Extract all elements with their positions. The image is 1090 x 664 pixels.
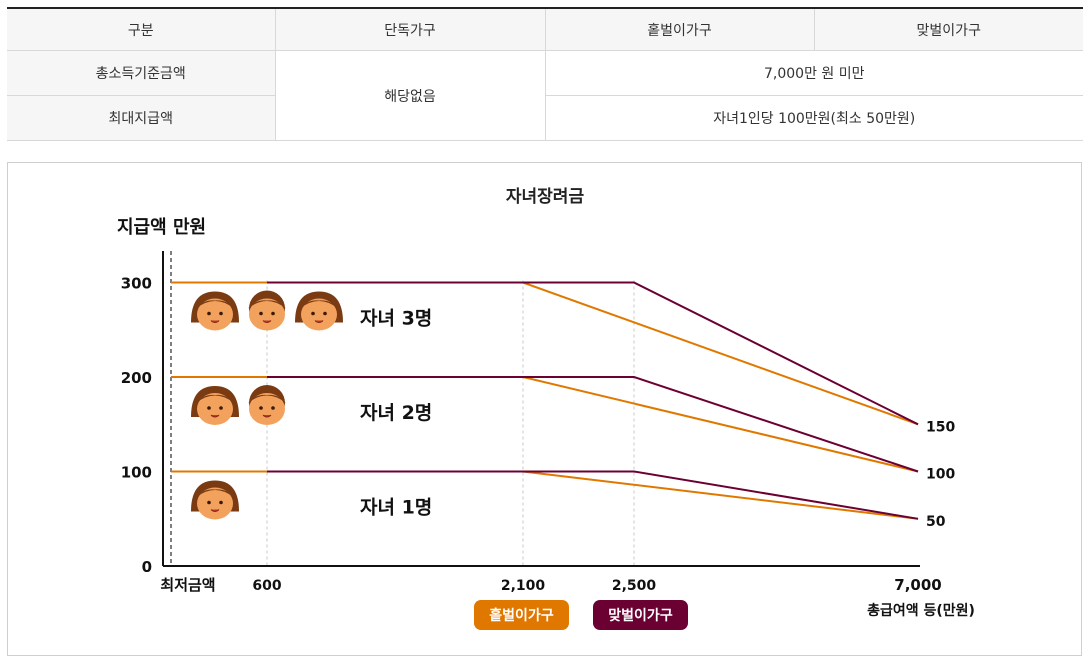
single-earner-line [171, 470, 919, 520]
y-tick-label: 200 [121, 369, 152, 387]
y-axis-label: 지급액 만원 [117, 217, 206, 238]
cell-max-amount: 자녀1인당 100만원(최소 50만원) [544, 95, 1083, 141]
child-face-icon [248, 290, 286, 331]
right-value-label: 150 [926, 419, 955, 435]
face-shape [197, 298, 233, 331]
bangs-shape [196, 489, 234, 498]
child-face-icon [295, 291, 343, 331]
eye-shape [207, 406, 211, 410]
mouth-shape [210, 320, 220, 323]
grid-lines [170, 251, 635, 566]
y-tick-label: 100 [121, 464, 152, 482]
dual-earner-line [267, 376, 919, 473]
axes [162, 251, 920, 567]
legend-swatch [593, 600, 688, 630]
child-face-icon [191, 291, 239, 331]
header-dual-earner: 맞벌이가구 [813, 7, 1083, 51]
eye-shape [311, 311, 315, 316]
group-label: 자녀 3명 [360, 308, 432, 330]
right-value-label: 100 [926, 467, 955, 483]
child-face-icon [191, 480, 239, 520]
eye-shape [323, 311, 327, 316]
eye-shape [219, 500, 223, 505]
face-shape [249, 298, 285, 331]
child-face-icon [191, 386, 239, 425]
header-category: 구분 [7, 7, 276, 51]
legend-swatch [474, 600, 569, 630]
y-tick-label: 300 [121, 275, 152, 293]
eye-shape [207, 311, 211, 316]
table-header-row: 구분 단독가구 홑벌이가구 맞벌이가구 [7, 7, 1083, 51]
x-tick-label: 600 [252, 578, 281, 594]
group-label: 자녀 1명 [360, 497, 432, 519]
dual-earner-line [267, 470, 919, 520]
eye-shape [207, 500, 211, 505]
mouth-shape [210, 414, 220, 418]
legend-label: 맞벌이가구 [608, 607, 673, 624]
bangs-shape [248, 300, 286, 309]
face-shape [197, 393, 233, 425]
x-tick-label: 2,500 [612, 578, 657, 594]
eye-shape [219, 311, 223, 316]
chart-title: 자녀장려금 [506, 187, 585, 207]
child-face-icon [248, 385, 286, 425]
group-label: 자녀 2명 [360, 402, 432, 424]
series-lines [171, 281, 919, 520]
face-shape [301, 298, 337, 331]
x-tick-label: 2,100 [501, 578, 546, 594]
eye-shape [271, 311, 275, 316]
header-single: 단독가구 [274, 7, 546, 51]
cell-not-applicable: 해당없음 [274, 50, 546, 141]
mouth-shape [262, 320, 272, 323]
legend: 홑벌이가구 맞벌이가구 [474, 600, 688, 630]
bangs-shape [196, 300, 234, 309]
y-tick-label: 0 [142, 558, 152, 576]
mouth-shape [314, 320, 324, 323]
right-value-label: 50 [926, 514, 946, 530]
table-row: 총소득기준금액 해당없음 7,000만 원 미만 [7, 50, 1083, 141]
mouth-shape [262, 414, 272, 418]
row-label-income: 총소득기준금액 [7, 50, 276, 96]
legend-label: 홑벌이가구 [489, 607, 554, 624]
x-tick-label: 최저금액 [160, 576, 215, 594]
child-icons [191, 290, 343, 520]
eye-shape [219, 406, 223, 410]
bangs-shape [248, 394, 286, 403]
eye-shape [259, 406, 263, 410]
face-shape [249, 393, 285, 425]
dual-earner-line [267, 281, 919, 426]
eye-shape [271, 406, 275, 410]
eye-shape [259, 311, 263, 316]
bangs-shape [196, 394, 234, 403]
bangs-shape [300, 300, 338, 309]
x-axis-label: 총급여액 등(만원) [867, 602, 975, 619]
eligibility-table: 구분 단독가구 홑벌이가구 맞벌이가구 총소득기준금액 해당없음 7,000만 … [7, 7, 1083, 141]
cell-income-limit: 7,000만 원 미만 [544, 50, 1083, 96]
header-single-earner: 홑벌이가구 [544, 7, 815, 51]
row-label-max-amount: 최대지급액 [7, 95, 276, 141]
mouth-shape [210, 509, 220, 512]
face-shape [197, 487, 233, 520]
single-earner-line [171, 376, 919, 473]
x-tick-label: 7,000 [894, 576, 941, 594]
table-row: 최대지급액 자녀1인당 100만원(최소 50만원) [7, 95, 1083, 141]
